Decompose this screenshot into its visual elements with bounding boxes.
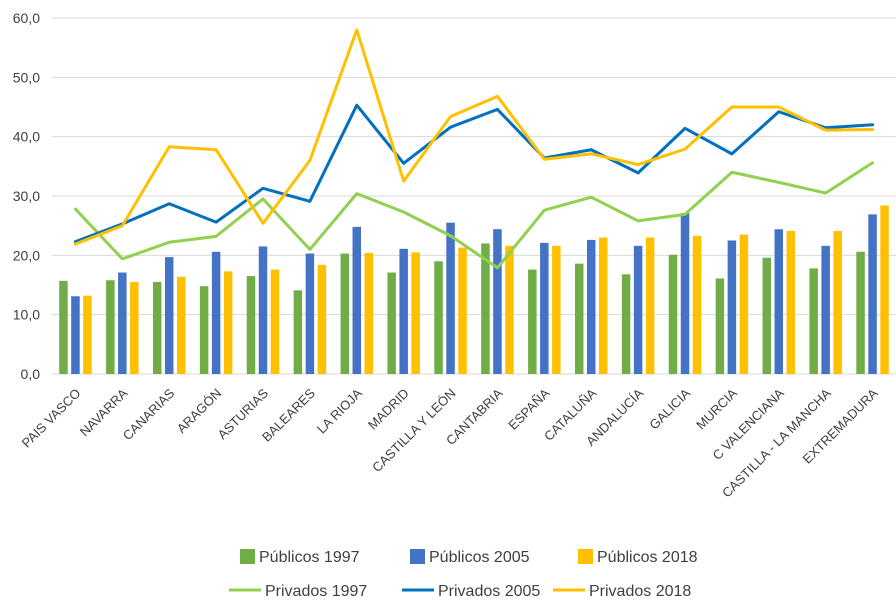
bar — [106, 280, 115, 374]
series-line — [73, 103, 875, 244]
x-tick-label: ESPAÑA — [505, 385, 552, 432]
bar — [270, 269, 280, 374]
bar — [246, 276, 256, 374]
x-axis: PAIS VASCONAVARRACANARIASARAGÓNASTURIASB… — [19, 385, 881, 500]
bar — [633, 245, 643, 374]
y-tick-label: 10,0 — [13, 307, 40, 323]
series-line — [73, 161, 875, 270]
bar — [692, 235, 702, 374]
bar — [305, 253, 315, 374]
lines — [73, 28, 875, 270]
x-tick-label: MADRID — [365, 386, 412, 433]
bar — [434, 261, 443, 374]
bar — [774, 229, 784, 374]
bar — [680, 213, 690, 374]
bar — [821, 245, 830, 374]
y-tick-label: 40,0 — [13, 129, 40, 145]
bar — [739, 234, 749, 374]
bar — [411, 252, 420, 374]
legend-entry: Privados 1997 — [265, 583, 367, 600]
bar — [364, 252, 374, 374]
y-tick-label: 30,0 — [13, 188, 40, 204]
x-tick-label: LA RIOJA — [314, 385, 365, 436]
bar — [458, 247, 467, 374]
y-tick-label: 50,0 — [13, 69, 40, 85]
bar — [786, 231, 796, 374]
bar — [446, 222, 455, 374]
bar — [118, 272, 127, 374]
legend-entry: Privados 2005 — [438, 583, 540, 600]
bar — [574, 263, 584, 374]
bar — [540, 242, 549, 374]
bar — [481, 243, 490, 374]
bar — [809, 268, 818, 374]
bar — [71, 296, 80, 374]
bar — [762, 257, 772, 374]
series-line — [73, 28, 875, 246]
bar — [317, 264, 327, 374]
bar — [387, 272, 396, 374]
legend-entry: Públicos 2018 — [597, 549, 698, 566]
bar — [211, 251, 221, 374]
bar — [223, 271, 233, 374]
bar — [868, 214, 877, 374]
bar — [528, 269, 537, 374]
bar — [586, 239, 596, 374]
bar — [199, 286, 209, 374]
legend-swatch — [240, 549, 255, 564]
legend-swatch — [578, 549, 593, 564]
bar — [340, 253, 350, 374]
bar — [293, 290, 303, 374]
x-tick-label: MURCIA — [693, 385, 740, 432]
bar — [83, 295, 92, 374]
bar — [645, 237, 655, 374]
y-axis: 0,0 10,0 20,0 30,0 40,0 50,0 60,0 — [13, 10, 40, 382]
bar — [715, 278, 725, 374]
bar — [505, 245, 514, 374]
bar — [59, 280, 68, 374]
bar — [668, 254, 678, 374]
x-tick-label: PAIS VASCO — [19, 386, 84, 451]
bar — [176, 276, 186, 374]
bar — [493, 229, 502, 374]
y-tick-label: 20,0 — [13, 247, 40, 263]
bar — [880, 205, 889, 374]
legend-swatch — [410, 549, 425, 564]
bars — [59, 205, 889, 374]
x-tick-label: CANARIAS — [120, 385, 178, 443]
bar — [258, 246, 268, 374]
bar — [352, 226, 362, 374]
bar — [727, 240, 737, 374]
bar — [399, 248, 408, 374]
bar — [164, 257, 174, 374]
bar — [152, 282, 162, 374]
gridlines — [52, 17, 896, 375]
legend-entry: Privados 2018 — [589, 583, 691, 600]
legend-entry: Públicos 2005 — [429, 549, 530, 566]
y-tick-label: 60,0 — [13, 10, 40, 26]
bar — [833, 231, 842, 374]
bar — [621, 274, 631, 374]
bar — [552, 245, 561, 374]
legend: Públicos 1997 Públicos 2005 Públicos 2018 P… — [229, 549, 698, 600]
legend-entry: Públicos 1997 — [259, 549, 360, 566]
bar — [130, 282, 139, 374]
x-tick-label: CASTILLA Y LEÓN — [369, 386, 458, 475]
y-tick-label: 0,0 — [21, 366, 41, 382]
x-tick-label: GALICIA — [646, 385, 693, 432]
bar — [856, 251, 865, 374]
bar — [598, 237, 608, 374]
